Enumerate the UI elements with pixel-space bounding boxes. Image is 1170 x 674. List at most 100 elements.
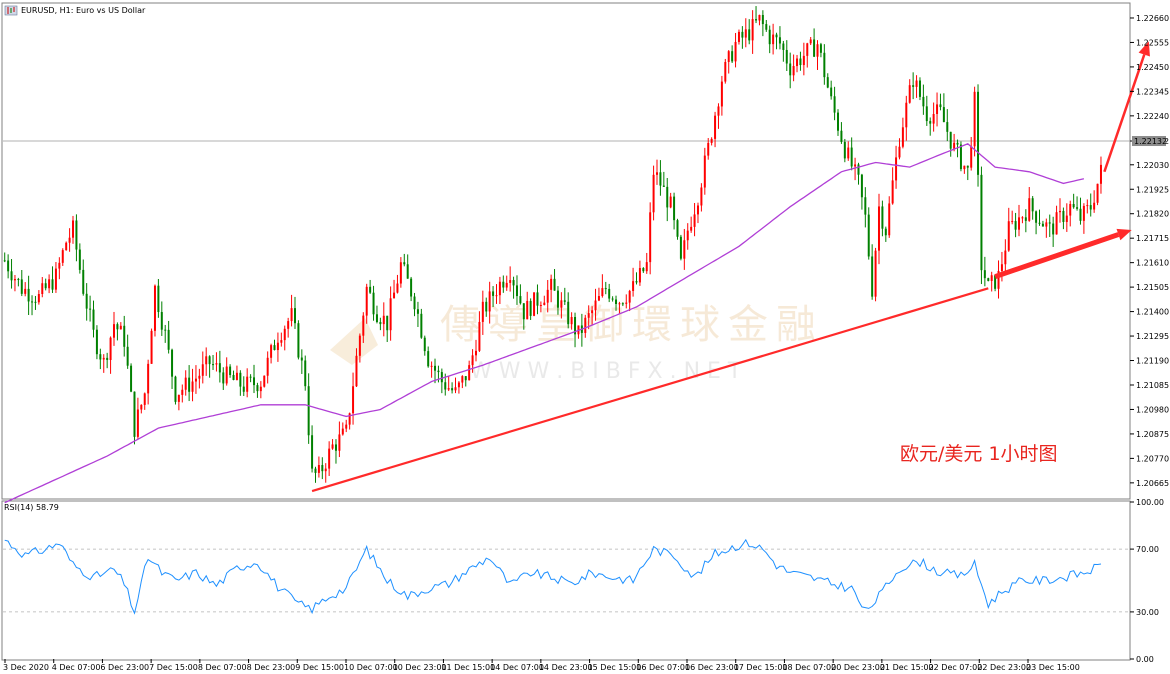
time-tick-label: 20 Dec 23:00 [831,663,885,672]
candle-body [1045,222,1048,227]
price-tick-label: 1.21505 [1136,283,1169,292]
candle-body [1089,205,1092,210]
candle-body [912,85,915,87]
candle-body [983,270,986,279]
candle-body [72,220,75,238]
candle-body [1018,217,1021,230]
candle-body [656,172,659,175]
candle-body [382,315,385,325]
candle-body [222,372,225,384]
candle-body [447,388,450,390]
candle-body [201,364,204,376]
candle-body [126,346,129,366]
price-axis: 1.22660 1.22555 1.22450 1.22345 1.22240 1.221… [1130,14,1169,488]
candle-body [160,312,163,330]
time-tick-label: 17 Dec 15:00 [734,663,788,672]
candle-body [796,58,799,67]
candle-body [399,262,402,284]
candle-body [539,305,542,307]
window-title: EURUSD, H1: Euro vs US Dollar [4,5,146,16]
time-tick-label: 10 Dec 23:00 [393,663,447,672]
candle-body [963,165,966,170]
candle-body [877,206,880,251]
candle-body [652,174,655,213]
candle-body [847,147,850,159]
candle-body [980,174,983,271]
time-tick-label: 14 Dec 23:00 [539,663,593,672]
time-tick-label: 3 Dec 2020 [3,663,49,672]
candle-body [632,281,635,291]
candle-body [915,80,918,87]
candle-body [772,34,775,45]
rsi-tick-label: 0.00 [1136,655,1154,664]
candle-body [591,310,594,314]
candle-body [270,345,273,358]
candle-body [369,286,372,293]
candle-body [604,288,607,290]
candle-body [570,317,573,325]
price-tick-label: 1.20665 [1136,479,1169,488]
candle-body [218,363,221,373]
candle-body [208,356,211,365]
candle-body [813,39,816,57]
candle-body [854,164,857,167]
candle-body [717,106,720,116]
candle-body [546,289,549,303]
candle-body [690,226,693,231]
candle-body [1024,217,1027,221]
candle-body [106,357,109,360]
candle-body [24,288,27,294]
candle-body [136,409,139,437]
price-tick-label: 1.21400 [1136,308,1169,317]
candle-body [188,377,191,392]
candle-body [191,381,194,392]
candle-body [816,44,819,57]
candle-body [406,264,409,279]
candle-body [802,55,805,66]
candle-body [259,386,262,392]
candle-body [324,468,327,472]
price-tick-label: 1.21820 [1136,210,1169,219]
candle-body [123,325,126,347]
candle-body [119,325,122,330]
candle-body [317,465,320,473]
candle-body [140,404,143,410]
candle-body [597,296,600,301]
candle-body [1014,221,1017,230]
candle-body [676,220,679,237]
rsi-tick-label: 30.00 [1136,608,1159,617]
candle-body [314,468,317,473]
candle-body [48,279,51,289]
candle-body [748,29,751,41]
candle-body [338,434,341,451]
candle-body [608,288,611,299]
candle-body [1096,183,1099,203]
candle-body [304,360,307,387]
time-tick-label: 16 Dec 07:00 [636,663,690,672]
candle-body [92,309,95,330]
candle-body [10,271,13,281]
candle-body [823,52,826,78]
moving-average-line [4,143,1085,504]
candle-body [731,51,734,62]
candle-body [246,376,249,392]
candle-body [85,293,88,309]
arrow-head [1138,41,1150,57]
rsi-label: RSI(14) 58.79 [4,503,59,512]
time-tick-label: 10 Dec 07:00 [344,663,398,672]
price-tick-label: 1.21190 [1136,357,1169,366]
candle-body [331,444,334,449]
time-tick-label: 21 Dec 15:00 [880,663,934,672]
candle-body [649,212,652,263]
candle-body [1048,222,1051,224]
candle-body [905,102,908,128]
candle-body [973,91,976,147]
candle-body [1041,223,1044,227]
candle-body [765,24,768,30]
candle-body [1011,221,1014,223]
candle-body [498,281,501,296]
candle-body [379,321,382,325]
candle-body [229,366,232,375]
time-tick-label: 11 Dec 15:00 [441,663,495,672]
candle-body [150,330,153,364]
